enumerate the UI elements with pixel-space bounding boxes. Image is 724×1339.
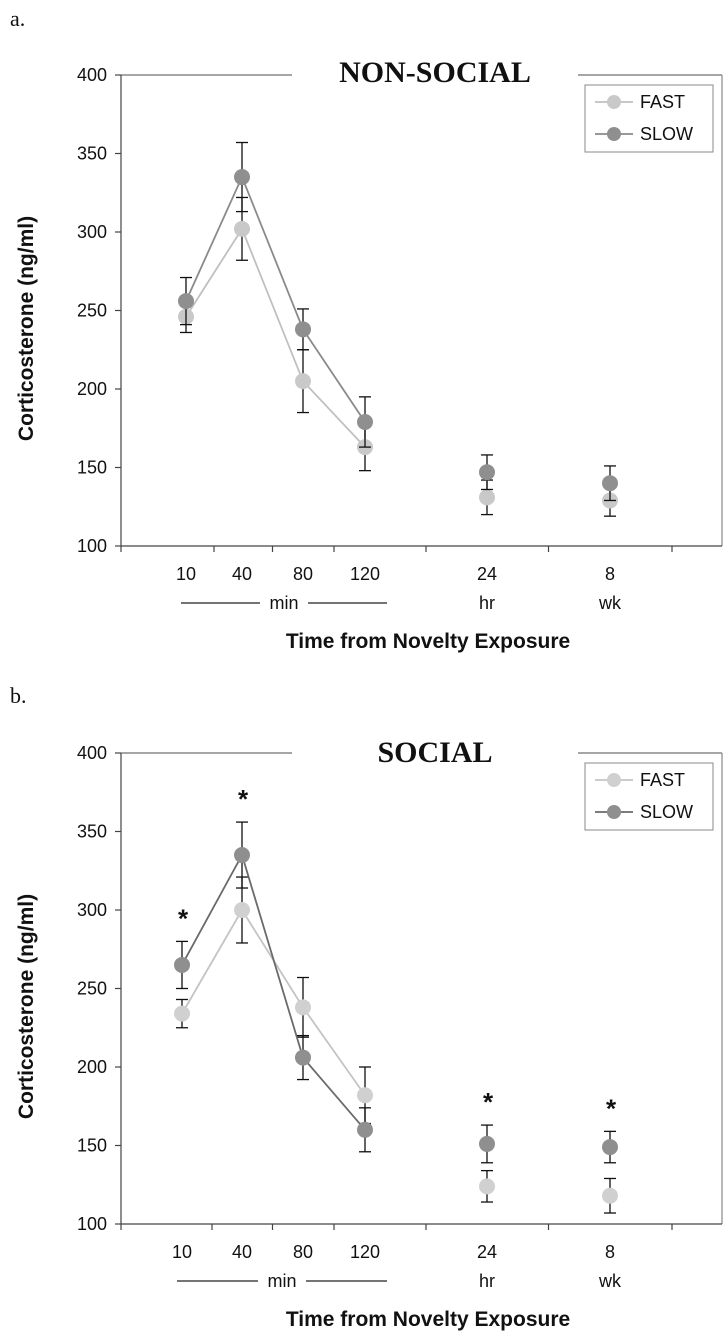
chart-panel-0: a. NON-SOCIAL 100 150 200 250 300 350 400 10 40 80 1… xyxy=(10,6,723,653)
series-slow xyxy=(178,141,618,502)
significance-marker: * xyxy=(606,1093,617,1123)
series-fast xyxy=(174,876,618,1214)
data-point xyxy=(479,489,495,506)
legend-box xyxy=(584,84,714,153)
x-tick-label: 80 xyxy=(293,1242,313,1262)
y-tick-label: 200 xyxy=(77,1057,107,1077)
chart-title: NON-SOCIAL xyxy=(339,56,531,89)
data-point xyxy=(357,1087,373,1104)
data-point xyxy=(479,1178,495,1195)
y-tick-label: 250 xyxy=(77,301,107,321)
y-tick-label: 100 xyxy=(77,536,107,556)
legend-swatch-marker xyxy=(607,127,621,141)
significance-marker: * xyxy=(238,784,249,814)
y-tick-label: 350 xyxy=(77,822,107,842)
legend: FAST SLOW xyxy=(584,762,714,831)
y-tick-label: 150 xyxy=(77,1136,107,1156)
data-point xyxy=(357,1121,373,1138)
y-tick-label: 250 xyxy=(77,979,107,999)
legend-swatch-marker xyxy=(607,805,621,819)
y-tick-label: 200 xyxy=(77,379,107,399)
panel-label: a. xyxy=(10,6,25,31)
legend-label: SLOW xyxy=(640,802,693,822)
data-point xyxy=(178,293,194,310)
data-point xyxy=(234,847,250,864)
data-point xyxy=(234,169,250,186)
data-point xyxy=(295,321,311,338)
x-axis-label: Time from Novelty Exposure xyxy=(286,630,570,653)
y-axis-label: Corticosterone (ng/ml) xyxy=(15,894,38,1119)
x-tick-label: 24 xyxy=(477,1242,497,1262)
y-tick-label: 150 xyxy=(77,458,107,478)
y-tick-label: 350 xyxy=(77,144,107,164)
series-line xyxy=(185,174,366,423)
series-fast xyxy=(178,196,618,517)
series-line xyxy=(185,226,366,448)
legend-label: SLOW xyxy=(640,124,693,144)
data-point xyxy=(234,902,250,918)
y-axis-label: Corticosterone (ng/ml) xyxy=(15,216,38,441)
legend-label: FAST xyxy=(640,770,685,790)
y-tick-label: 300 xyxy=(77,222,107,242)
unit-label: wk xyxy=(598,593,622,613)
data-point xyxy=(234,220,250,237)
data-point xyxy=(295,1049,311,1066)
data-point xyxy=(174,956,190,973)
data-point xyxy=(602,475,618,492)
legend: FAST SLOW xyxy=(584,84,714,153)
unit-label: hr xyxy=(479,593,495,613)
x-tick-label: 80 xyxy=(293,564,313,584)
data-point xyxy=(357,413,373,430)
significance-marker: * xyxy=(483,1087,494,1117)
panel-label: b. xyxy=(10,683,27,708)
chart-title: SOCIAL xyxy=(377,736,492,769)
data-point xyxy=(479,1135,495,1152)
x-tick-label: 10 xyxy=(176,564,196,584)
series-slow xyxy=(174,821,618,1164)
x-tick-label: 10 xyxy=(172,1242,192,1262)
significance-marker: * xyxy=(178,903,189,933)
y-tick-label: 400 xyxy=(77,65,107,85)
y-tick-label: 400 xyxy=(77,743,107,763)
unit-label: min xyxy=(267,1271,296,1291)
unit-label: min xyxy=(269,593,298,613)
data-point xyxy=(174,1005,190,1022)
data-point xyxy=(602,1139,618,1156)
y-tick-label: 300 xyxy=(77,900,107,920)
series-line xyxy=(181,908,366,1096)
x-tick-label: 120 xyxy=(350,564,380,584)
chart-panel-1: b. SOCIAL 100 150 200 250 300 350 400 10 40 80 120 24… xyxy=(10,683,723,1331)
x-tick-label: 120 xyxy=(350,1242,380,1262)
unit-label: wk xyxy=(598,1271,622,1291)
x-tick-label: 8 xyxy=(605,564,615,584)
data-point xyxy=(295,373,311,390)
data-point xyxy=(479,464,495,481)
legend-label: FAST xyxy=(640,92,685,112)
x-tick-label: 24 xyxy=(477,564,497,584)
x-tick-label: 8 xyxy=(605,1242,615,1262)
x-tick-label: 40 xyxy=(232,564,252,584)
legend-swatch-marker xyxy=(607,95,621,109)
data-point xyxy=(602,1187,618,1204)
series-line xyxy=(181,852,366,1131)
y-tick-label: 100 xyxy=(77,1214,107,1234)
x-tick-label: 40 xyxy=(232,1242,252,1262)
legend-swatch-marker xyxy=(607,773,621,787)
x-axis-label: Time from Novelty Exposure xyxy=(286,1308,570,1331)
legend-box xyxy=(584,762,714,831)
unit-label: hr xyxy=(479,1271,495,1291)
data-point xyxy=(295,999,311,1016)
